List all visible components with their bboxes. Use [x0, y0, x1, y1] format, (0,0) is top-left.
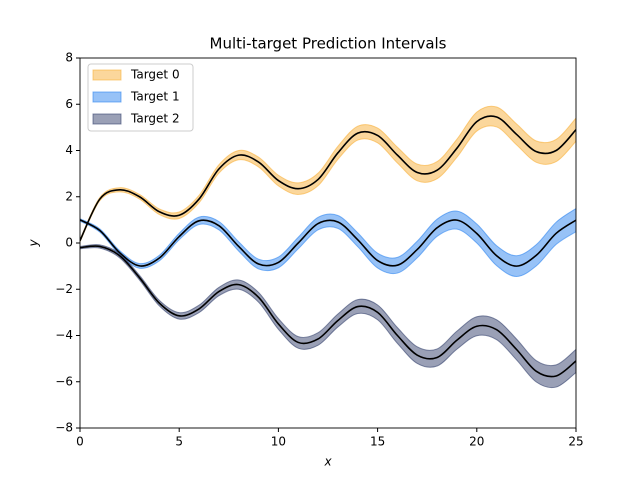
x-tick-label: 0 [76, 435, 84, 449]
prediction-line [80, 115, 576, 242]
legend-label: Target 2 [130, 112, 180, 126]
y-tick-label: 6 [65, 97, 73, 111]
y-tick-label: 4 [65, 143, 73, 157]
x-tick-label: 10 [271, 435, 286, 449]
x-tick-label: 20 [469, 435, 484, 449]
y-tick-label: 0 [65, 236, 73, 250]
interval-band [80, 244, 576, 389]
prediction-line [80, 219, 576, 267]
legend-label: Target 0 [130, 68, 180, 82]
prediction-line [80, 245, 576, 378]
x-tick-label: 25 [568, 435, 583, 449]
legend-swatch [92, 113, 122, 125]
y-tick-label: −2 [55, 282, 73, 296]
y-tick-label: −8 [55, 421, 73, 435]
y-tick-label: 8 [65, 51, 73, 65]
y-axis-label: y [27, 239, 41, 248]
y-tick-label: 2 [65, 189, 73, 203]
interval-band [80, 105, 576, 243]
legend-swatch [92, 91, 122, 103]
legend-label: Target 1 [130, 90, 180, 104]
legend-swatch [92, 69, 122, 81]
x-tick-label: 5 [175, 435, 183, 449]
x-axis-label: x [323, 455, 332, 469]
x-tick-label: 15 [370, 435, 385, 449]
y-tick-label: −6 [55, 374, 73, 388]
interval-band [80, 207, 576, 278]
y-tick-label: −4 [55, 328, 73, 342]
chart-title: Multi-target Prediction Intervals [210, 35, 447, 53]
